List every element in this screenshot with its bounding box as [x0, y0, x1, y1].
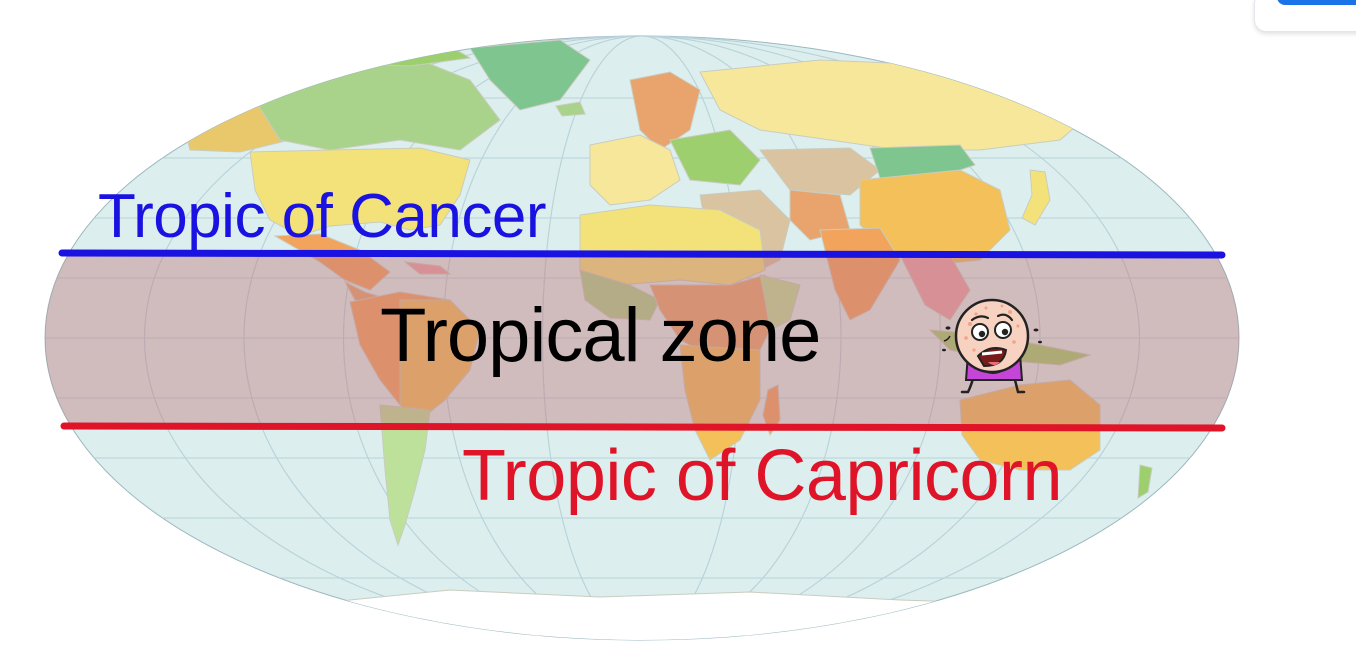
land-mexico [273, 233, 391, 291]
land-eastern-europe [669, 129, 761, 186]
tropic-of-capricorn-label: Tropic of Capricorn [462, 436, 1063, 516]
land-west-africa [579, 269, 661, 321]
land-caribbean [403, 261, 452, 275]
land-usa [249, 147, 471, 237]
corner-accent-button[interactable] [1277, 0, 1356, 5]
land-western-europe [589, 134, 681, 206]
land-iceland [555, 101, 586, 117]
land-antarctica [199, 589, 1121, 640]
land-greenland [469, 39, 591, 111]
land-scandinavia [629, 71, 701, 151]
tropic-of-cancer-line [58, 249, 1226, 259]
land-east-africa [759, 274, 801, 331]
corner-control-card[interactable] [1254, 0, 1356, 32]
land-new-zealand [1137, 464, 1153, 499]
tropic-of-cancer-label: Tropic of Cancer [98, 182, 546, 251]
land-southern-africa [679, 344, 761, 461]
tropical-zone-label: Tropical zone [380, 293, 821, 378]
worried-sweating-cartoon-face-icon [942, 298, 1042, 394]
land-japan [1021, 169, 1051, 226]
tropic-of-capricorn-line [60, 422, 1226, 432]
